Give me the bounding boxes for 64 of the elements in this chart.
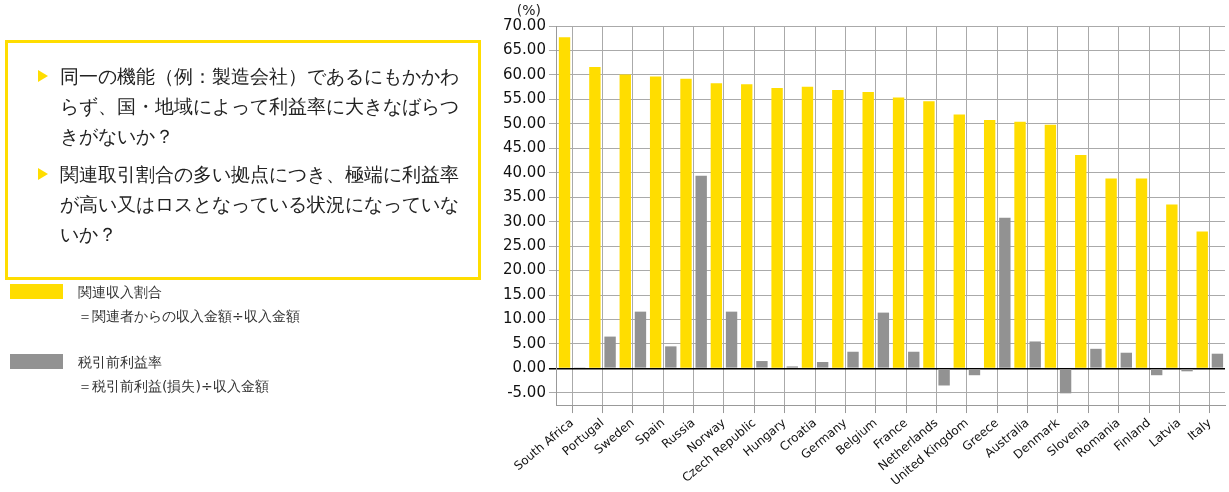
text: 関連取引割合の多い拠点につき、極端に利益率が高い又はロスとなっている状況になっていないか？ (60, 163, 459, 245)
bar (771, 88, 783, 368)
bar (1090, 348, 1102, 368)
bar (604, 336, 616, 368)
y-tick-label: -5.00 (507, 382, 546, 401)
bar (1105, 178, 1117, 368)
y-tick-label: 35.00 (502, 187, 546, 206)
bar (1196, 231, 1208, 368)
bar (862, 92, 874, 368)
bar (1014, 121, 1026, 368)
bar (816, 362, 829, 368)
bar (1059, 369, 1072, 394)
bar (725, 311, 738, 368)
bar (968, 369, 981, 376)
y-tick-label: 30.00 (502, 211, 546, 230)
bar (589, 67, 601, 368)
bar (680, 78, 692, 368)
bar (892, 97, 905, 368)
bar (1044, 124, 1057, 368)
bar (1120, 352, 1132, 368)
bar (847, 351, 859, 368)
bar (832, 90, 844, 368)
bar (908, 351, 920, 368)
bar (741, 84, 753, 368)
bar (756, 361, 768, 368)
bar (953, 114, 965, 368)
bar (1211, 353, 1224, 368)
y-tick-label: 40.00 (502, 162, 546, 181)
bar (710, 83, 723, 368)
y-tick-label: 50.00 (502, 113, 546, 132)
text: 同一の機能（例：製造会社）であるにもかかわらず、国・地域によって利益率に大きなばらつきがないか？ (60, 65, 459, 147)
y-tick-label: 10.00 (502, 309, 546, 328)
bar (801, 86, 814, 368)
y-tick-label: 15.00 (502, 284, 546, 303)
bar (1075, 155, 1087, 368)
legend-label: 関連収入割合 (78, 283, 163, 302)
legend-label: 税引前利益率 (78, 353, 163, 372)
bar (983, 119, 996, 368)
bar (634, 311, 647, 368)
bar (1029, 341, 1041, 368)
text: ＝税引前利益(損失)÷収入金額 (78, 377, 270, 396)
bar (938, 369, 950, 386)
bar (1150, 369, 1163, 376)
bar (665, 346, 677, 368)
y-tick-label: 45.00 (502, 138, 546, 157)
bar (649, 76, 662, 368)
y-tick-label: 65.00 (502, 40, 546, 59)
y-tick-label: 55.00 (502, 89, 546, 108)
y-tick-label: 0.00 (512, 358, 546, 377)
y-axis-title: (%) (516, 1, 542, 18)
bar (558, 37, 571, 368)
bar (923, 101, 935, 368)
y-tick-label: 60.00 (502, 64, 546, 83)
bar (999, 217, 1011, 368)
y-tick-label: 5.00 (512, 333, 546, 352)
bar (1166, 204, 1178, 368)
text: ＝関連者からの収入金額÷収入金額 (78, 307, 300, 326)
bar (877, 312, 890, 368)
y-tick-label: 20.00 (502, 260, 546, 279)
bar (1181, 369, 1193, 372)
bar (1135, 178, 1148, 368)
y-tick-label: 25.00 (502, 235, 546, 254)
bar (619, 74, 631, 368)
bar (695, 175, 707, 368)
